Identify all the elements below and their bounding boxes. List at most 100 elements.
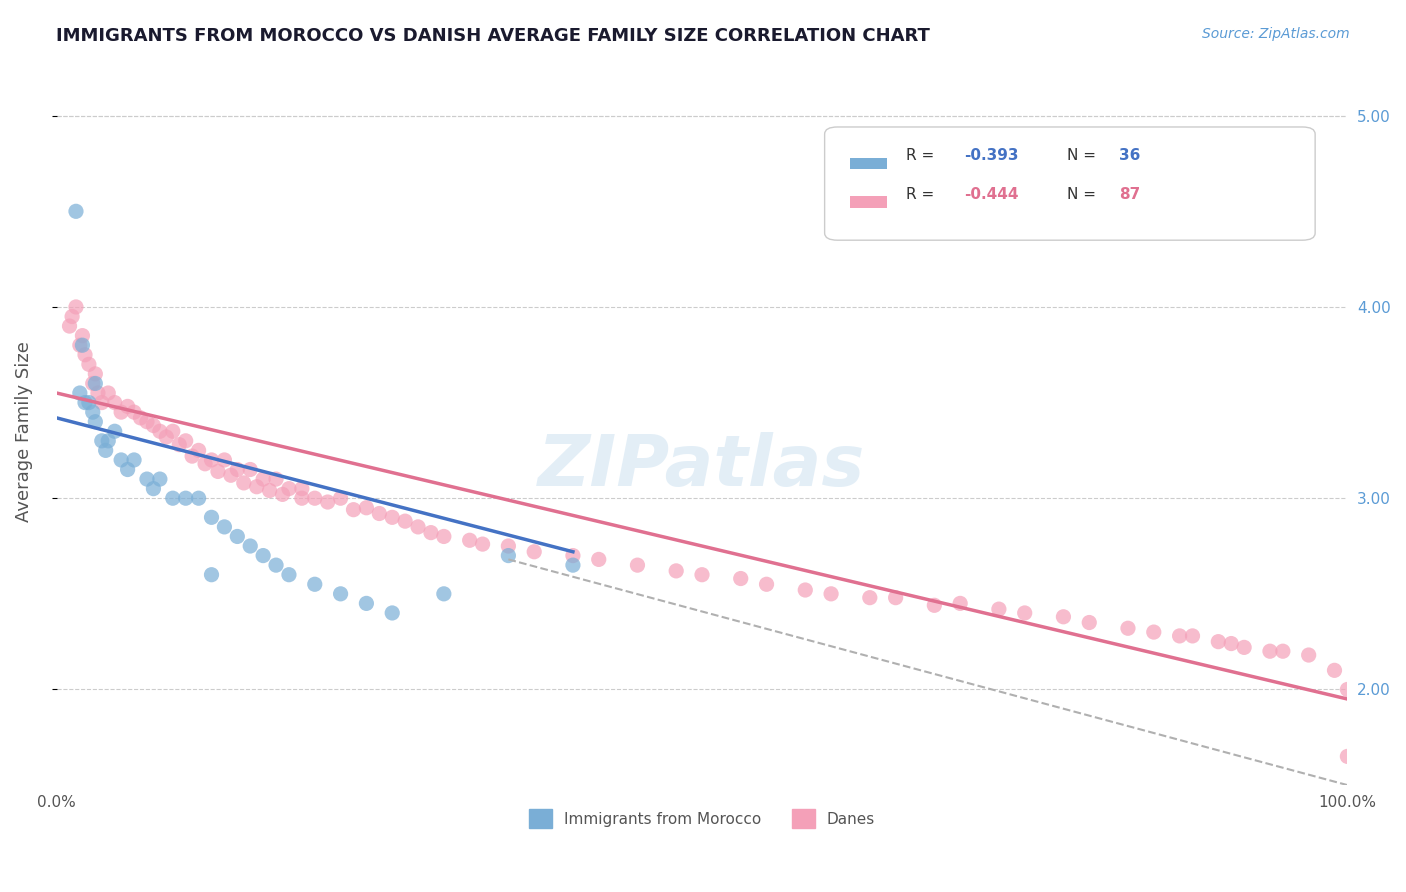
Immigrants from Morocco (65, 204, 87, 219)
Immigrants from Morocco (69, 386, 91, 401)
Immigrants from Morocco (104, 424, 127, 438)
Danes (433, 529, 456, 543)
Immigrants from Morocco (142, 482, 165, 496)
Text: IMMIGRANTS FROM MOROCCO VS DANISH AVERAGE FAMILY SIZE CORRELATION CHART: IMMIGRANTS FROM MOROCCO VS DANISH AVERAG… (56, 27, 931, 45)
Danes (1323, 663, 1346, 677)
Danes (794, 582, 817, 597)
Danes (1078, 615, 1101, 630)
Immigrants from Morocco (122, 453, 145, 467)
Immigrants from Morocco (356, 596, 378, 610)
Danes (859, 591, 882, 605)
Danes (136, 415, 159, 429)
Danes (122, 405, 145, 419)
Danes (1271, 644, 1294, 658)
Danes (187, 443, 209, 458)
Text: -0.393: -0.393 (965, 148, 1018, 162)
Immigrants from Morocco (136, 472, 159, 486)
Immigrants from Morocco (72, 338, 94, 352)
Danes (65, 300, 87, 314)
Immigrants from Morocco (329, 587, 352, 601)
Immigrants from Morocco (82, 405, 104, 419)
Danes (884, 591, 907, 605)
Danes (356, 500, 378, 515)
Immigrants from Morocco (84, 415, 107, 429)
Danes (498, 539, 520, 553)
Danes (1208, 634, 1230, 648)
Danes (924, 599, 946, 613)
Immigrants from Morocco (498, 549, 520, 563)
Danes (1014, 606, 1036, 620)
Danes (588, 552, 610, 566)
Immigrants from Morocco (162, 491, 184, 506)
Danes (1143, 625, 1166, 640)
Immigrants from Morocco (84, 376, 107, 391)
Immigrants from Morocco (77, 395, 100, 409)
Immigrants from Morocco (117, 462, 139, 476)
Danes (342, 502, 364, 516)
Danes (1181, 629, 1204, 643)
Immigrants from Morocco (239, 539, 262, 553)
Immigrants from Morocco (561, 558, 583, 573)
FancyBboxPatch shape (851, 196, 887, 209)
Danes (329, 491, 352, 506)
Danes (291, 482, 314, 496)
Y-axis label: Average Family Size: Average Family Size (15, 341, 32, 522)
Immigrants from Morocco (226, 529, 249, 543)
Danes (1116, 621, 1139, 635)
Danes (730, 572, 752, 586)
Danes (1298, 648, 1320, 662)
Danes (394, 514, 416, 528)
Danes (77, 357, 100, 371)
Danes (72, 328, 94, 343)
Danes (104, 395, 127, 409)
Danes (291, 491, 314, 506)
Danes (162, 424, 184, 438)
Immigrants from Morocco (278, 567, 301, 582)
Danes (69, 338, 91, 352)
Danes (665, 564, 688, 578)
Danes (259, 483, 281, 498)
Text: Source: ZipAtlas.com: Source: ZipAtlas.com (1202, 27, 1350, 41)
Immigrants from Morocco (110, 453, 132, 467)
Legend: Immigrants from Morocco, Danes: Immigrants from Morocco, Danes (523, 803, 882, 834)
Immigrants from Morocco (381, 606, 404, 620)
Text: R =: R = (905, 186, 939, 202)
Immigrants from Morocco (94, 443, 117, 458)
Danes (1258, 644, 1281, 658)
Danes (368, 507, 391, 521)
Immigrants from Morocco (90, 434, 112, 448)
Danes (252, 472, 274, 486)
Immigrants from Morocco (149, 472, 172, 486)
Danes (458, 533, 481, 548)
Immigrants from Morocco (264, 558, 287, 573)
Immigrants from Morocco (214, 520, 236, 534)
Danes (406, 520, 429, 534)
Danes (58, 319, 80, 334)
Danes (264, 472, 287, 486)
Danes (381, 510, 404, 524)
Danes (690, 567, 713, 582)
Danes (194, 457, 217, 471)
Danes (149, 424, 172, 438)
Danes (1168, 629, 1191, 643)
Danes (820, 587, 842, 601)
Text: -0.444: -0.444 (965, 186, 1018, 202)
Danes (949, 596, 972, 610)
Danes (271, 487, 294, 501)
Immigrants from Morocco (304, 577, 326, 591)
FancyBboxPatch shape (851, 158, 887, 169)
Danes (471, 537, 494, 551)
Danes (246, 480, 269, 494)
Danes (1336, 682, 1358, 697)
Danes (200, 453, 222, 467)
Danes (155, 430, 177, 444)
Immigrants from Morocco (187, 491, 209, 506)
Danes (626, 558, 648, 573)
Danes (304, 491, 326, 506)
Danes (755, 577, 778, 591)
Danes (232, 475, 254, 490)
Danes (167, 437, 190, 451)
Danes (129, 410, 152, 425)
Danes (219, 468, 242, 483)
Danes (1220, 636, 1243, 650)
